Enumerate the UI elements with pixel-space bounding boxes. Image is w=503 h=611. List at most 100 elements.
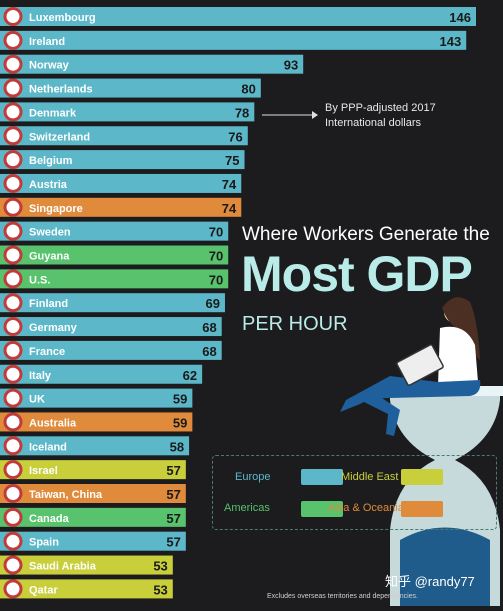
flag-icon-ireland (3, 30, 23, 50)
bar-israel (0, 460, 186, 480)
bar-label-ireland: Ireland (29, 36, 65, 48)
bar-label-iceland: Iceland (29, 441, 67, 453)
bar-value-austria: 74 (222, 177, 237, 192)
bar-uk (0, 388, 193, 408)
bar-value-finland: 69 (205, 296, 219, 311)
bar-label-norway: Norway (29, 60, 70, 72)
bar-iceland (0, 436, 190, 456)
bar-value-france: 68 (202, 344, 216, 359)
bar-guyana (0, 245, 229, 265)
flag-icon-uk (3, 388, 23, 408)
unit-note: By PPP-adjusted 2017 International dolla… (325, 101, 495, 131)
bar-denmark (0, 102, 255, 122)
flag-icon-iceland (3, 436, 23, 456)
bar-label-singapore: Singapore (29, 203, 83, 215)
bar-label-belgium: Belgium (29, 155, 73, 167)
flag-icon-sweden (3, 221, 23, 241)
flag-icon-finland (3, 293, 23, 313)
footnote: Excludes overseas territories and depend… (267, 593, 418, 600)
bar-label-sweden: Sweden (29, 227, 71, 239)
bar-germany (0, 317, 222, 337)
flag-icon-guyana (3, 245, 23, 265)
bar-netherlands (0, 78, 261, 98)
bar-value-luxembourg: 146 (449, 10, 471, 25)
bar-value-netherlands: 80 (241, 82, 255, 97)
bar-sweden (0, 221, 229, 241)
bar-label-netherlands: Netherlands (29, 84, 93, 96)
unit-note-line1: By PPP-adjusted 2017 (325, 102, 436, 114)
bar-value-ireland: 143 (440, 34, 462, 49)
bar-value-spain: 57 (166, 535, 180, 550)
bar-label-luxembourg: Luxembourg (29, 12, 96, 24)
bar-value-saudi-arabia: 53 (153, 559, 167, 574)
flag-icon-taiwan-china (3, 484, 23, 503)
bar-value-denmark: 78 (235, 105, 249, 120)
bar-singapore (0, 197, 242, 217)
flag-icon-switzerland (3, 126, 23, 146)
bar-label-italy: Italy (29, 370, 52, 382)
bar-label-france: France (29, 346, 65, 358)
bar-u-s (0, 269, 229, 289)
bar-label-guyana: Guyana (29, 251, 70, 263)
flag-icon-israel (3, 460, 23, 480)
bar-france (0, 340, 222, 360)
legend-swatch-europe (301, 469, 343, 485)
bar-finland (0, 293, 225, 313)
legend-label-europe: Europe (235, 471, 271, 483)
flag-icon-singapore (3, 197, 23, 217)
bar-value-italy: 62 (183, 368, 197, 383)
worker-illustration (330, 290, 503, 611)
bar-italy (0, 364, 203, 384)
bar-qatar (0, 579, 173, 599)
flag-icon-norway (3, 54, 23, 74)
bar-value-germany: 68 (202, 320, 216, 335)
bar-label-israel: Israel (29, 465, 58, 477)
flag-icon-australia (3, 412, 23, 432)
flag-icon-canada (3, 507, 23, 527)
bar-ireland (0, 30, 467, 50)
flag-icon-qatar (3, 579, 23, 599)
bar-austria (0, 173, 242, 193)
bar-label-switzerland: Switzerland (29, 131, 90, 143)
bar-value-qatar: 53 (153, 582, 167, 597)
flag-icon-luxembourg (3, 7, 23, 26)
flag-icon-italy (3, 364, 23, 384)
flag-icon-spain (3, 531, 23, 551)
flag-icon-france (3, 340, 23, 360)
bar-canada (0, 507, 186, 527)
legend-label-asia-oceania: Asia & Oceania (328, 502, 404, 514)
flag-icon-netherlands (3, 78, 23, 98)
flag-icon-austria (3, 173, 23, 193)
bar-label-u-s: U.S. (29, 274, 50, 286)
bar-belgium (0, 150, 245, 170)
bar-value-singapore: 74 (222, 201, 237, 216)
bar-value-israel: 57 (166, 463, 180, 478)
bar-value-norway: 93 (284, 58, 298, 73)
bar-taiwan-china (0, 484, 186, 503)
bar-value-taiwan-china: 57 (166, 487, 180, 502)
bar-australia (0, 412, 193, 432)
legend-swatch-asia-oceania (401, 501, 443, 517)
legend-swatch-middle-east (401, 469, 443, 485)
bar-value-uk: 59 (173, 392, 187, 407)
bar-norway (0, 54, 304, 74)
bar-value-guyana: 70 (209, 249, 223, 264)
flag-icon-belgium (3, 150, 23, 170)
chart-title-line3: PER HOUR (242, 313, 348, 335)
bar-label-finland: Finland (29, 298, 68, 310)
bar-label-uk: UK (29, 394, 45, 406)
chart-title-line1: Where Workers Generate the (242, 224, 490, 245)
arrow-icon (262, 107, 318, 125)
legend-label-middle-east: Middle East (341, 471, 399, 483)
bar-label-taiwan-china: Taiwan, China (29, 489, 103, 501)
flag-icon-germany (3, 317, 23, 337)
bar-spain (0, 531, 186, 551)
bar-value-canada: 57 (166, 511, 180, 526)
bar-label-saudi-arabia: Saudi Arabia (29, 561, 97, 573)
bar-label-austria: Austria (29, 179, 68, 191)
flag-icon-saudi-arabia (3, 555, 23, 575)
watermark: 知乎 @randy77 (385, 574, 475, 589)
bar-label-germany: Germany (29, 322, 78, 334)
bar-value-u-s: 70 (209, 272, 223, 287)
